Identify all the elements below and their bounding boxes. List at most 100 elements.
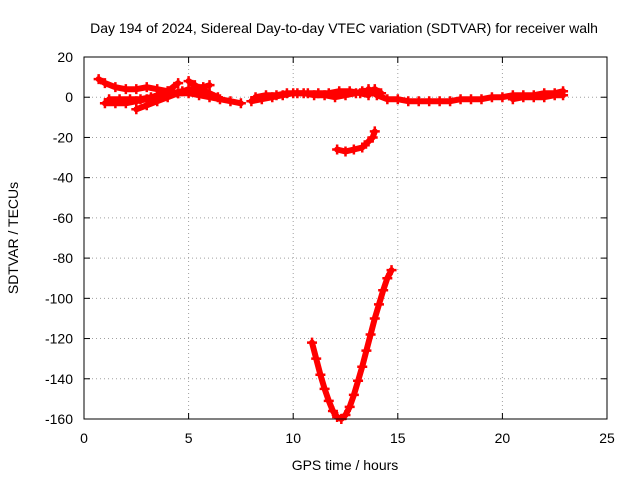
data-point bbox=[507, 94, 518, 105]
grid bbox=[84, 57, 607, 419]
data-point bbox=[518, 92, 529, 103]
data-point bbox=[327, 405, 338, 416]
data-point bbox=[382, 273, 393, 284]
data-point bbox=[413, 96, 424, 107]
y-tick-label: -40 bbox=[53, 170, 73, 186]
y-tick-label: -100 bbox=[45, 290, 73, 306]
data-point bbox=[315, 369, 326, 380]
data-point bbox=[235, 98, 246, 109]
data-point bbox=[486, 92, 497, 103]
data-point bbox=[250, 92, 261, 103]
data-point bbox=[528, 92, 539, 103]
data-point bbox=[476, 94, 487, 105]
data-point bbox=[131, 84, 142, 95]
data-point bbox=[378, 285, 389, 296]
data-point bbox=[120, 84, 131, 95]
data-point bbox=[173, 88, 184, 99]
data-point bbox=[189, 80, 200, 91]
data-point bbox=[93, 74, 104, 85]
x-tick-label: 15 bbox=[390, 430, 406, 446]
data-point bbox=[403, 96, 414, 107]
data-point bbox=[114, 94, 125, 105]
x-tick-label: 0 bbox=[80, 430, 88, 446]
y-tick-label: -160 bbox=[45, 411, 73, 427]
data-point bbox=[445, 96, 456, 107]
data-layer bbox=[93, 74, 569, 424]
data-point bbox=[173, 78, 184, 89]
data-point bbox=[549, 90, 560, 101]
y-axis-label: SDTVAR / TECUs bbox=[5, 182, 21, 294]
data-point bbox=[382, 94, 393, 105]
data-point bbox=[141, 82, 152, 93]
data-point bbox=[363, 84, 374, 95]
data-point bbox=[497, 92, 508, 103]
x-tick-label: 25 bbox=[599, 430, 615, 446]
data-point bbox=[353, 375, 364, 386]
data-point bbox=[212, 92, 223, 103]
data-point bbox=[225, 96, 236, 107]
data-point bbox=[373, 299, 384, 310]
y-tick-label: -80 bbox=[53, 250, 73, 266]
data-point bbox=[196, 84, 207, 95]
data-point bbox=[99, 78, 110, 89]
data-point bbox=[311, 353, 322, 364]
data-point bbox=[141, 100, 152, 111]
y-tick-label: -20 bbox=[53, 129, 73, 145]
data-point bbox=[344, 401, 355, 412]
data-point bbox=[319, 383, 330, 394]
data-point bbox=[152, 96, 163, 107]
data-point bbox=[365, 329, 376, 340]
data-point bbox=[558, 90, 569, 101]
data-point bbox=[434, 96, 445, 107]
data-point bbox=[313, 88, 324, 99]
data-point bbox=[340, 409, 351, 420]
y-tick-label: -60 bbox=[53, 210, 73, 226]
y-tick-label: 0 bbox=[65, 89, 73, 105]
data-point bbox=[261, 90, 272, 101]
data-point bbox=[392, 94, 403, 105]
data-point bbox=[323, 88, 334, 99]
data-point bbox=[271, 90, 282, 101]
data-point bbox=[386, 265, 397, 276]
ticks: 0 5 10 15 20 25 -160 -140 -120 -100 -80 -60 -40 -20 0 2… bbox=[45, 49, 615, 446]
data-point bbox=[135, 94, 146, 105]
data-point bbox=[357, 142, 368, 153]
data-point bbox=[131, 104, 142, 115]
data-point bbox=[369, 313, 380, 324]
data-point bbox=[183, 76, 194, 87]
data-point bbox=[125, 94, 136, 105]
data-point bbox=[361, 345, 372, 356]
data-point bbox=[307, 337, 318, 348]
x-axis-label: GPS time / hours bbox=[292, 457, 399, 473]
data-point bbox=[357, 361, 368, 372]
data-point bbox=[334, 86, 345, 97]
data-point bbox=[348, 389, 359, 400]
data-point bbox=[204, 88, 215, 99]
data-point bbox=[369, 126, 380, 137]
data-point bbox=[355, 88, 366, 99]
x-tick-label: 10 bbox=[285, 430, 301, 446]
y-tick-label: -140 bbox=[45, 371, 73, 387]
data-point bbox=[539, 92, 550, 103]
data-point bbox=[344, 86, 355, 97]
y-tick-label: -120 bbox=[45, 331, 73, 347]
data-point bbox=[292, 88, 303, 99]
chart-title: Day 194 of 2024, Sidereal Day-to-day VTE… bbox=[90, 20, 598, 36]
data-point bbox=[162, 92, 173, 103]
data-point bbox=[302, 88, 313, 99]
x-tick-label: 5 bbox=[185, 430, 193, 446]
data-point bbox=[281, 88, 292, 99]
plot-frame bbox=[83, 56, 608, 420]
data-point bbox=[332, 144, 343, 155]
data-point bbox=[110, 82, 121, 93]
data-point bbox=[348, 144, 359, 155]
data-point bbox=[323, 395, 334, 406]
data-point bbox=[104, 94, 115, 105]
x-tick-label: 20 bbox=[495, 430, 511, 446]
data-point bbox=[424, 96, 435, 107]
data-point bbox=[367, 132, 378, 143]
y-tick-label: 20 bbox=[57, 49, 73, 65]
